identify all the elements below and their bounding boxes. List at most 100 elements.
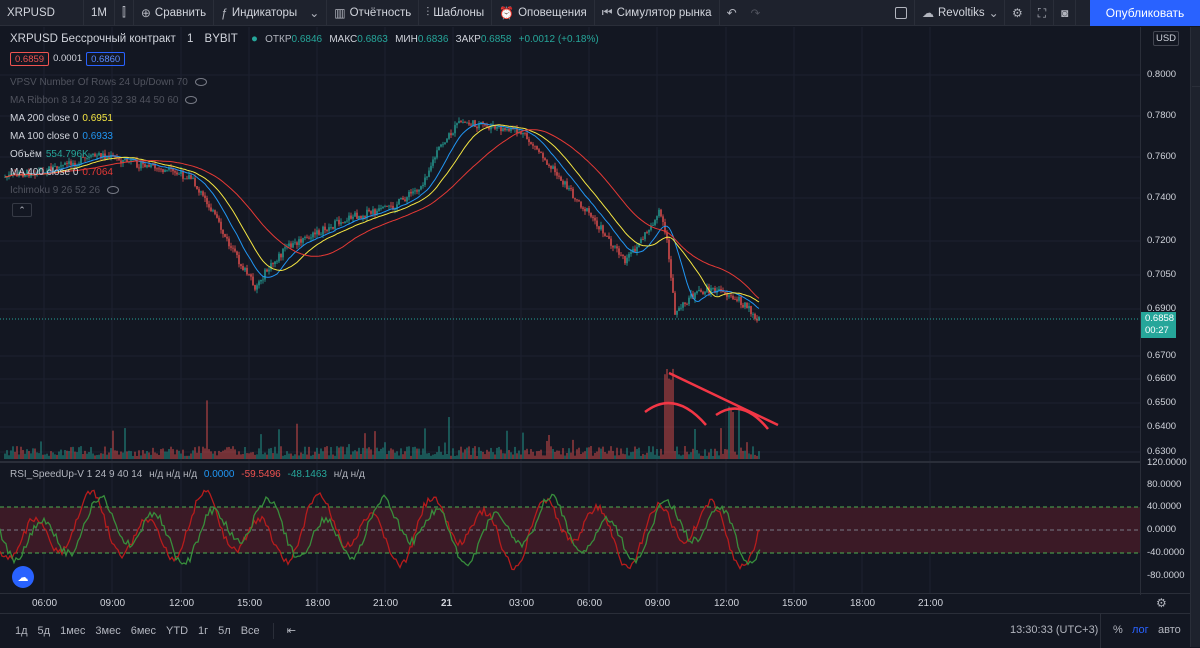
- candle-body: [680, 307, 682, 309]
- volume-bar: [654, 454, 656, 459]
- volume-bar: [424, 428, 426, 459]
- volume-bar: [104, 446, 106, 459]
- range-button[interactable]: Все: [240, 624, 260, 637]
- volume-bar: [598, 447, 600, 459]
- candle-body: [14, 172, 16, 175]
- candle-body: [678, 308, 680, 311]
- candle-body: [138, 167, 140, 169]
- logo-icon[interactable]: ☁: [12, 566, 34, 588]
- candle-body: [586, 208, 588, 212]
- volume-bar: [166, 451, 168, 459]
- volume-bar: [440, 451, 442, 459]
- clock[interactable]: 13:30:33 (UTC+3): [1010, 624, 1099, 636]
- range-button[interactable]: YTD: [166, 624, 189, 637]
- time-axis[interactable]: 06:00 09:00 12:00 15:00 18:00 21:00 21 03:00 06:…: [0, 593, 1190, 613]
- volume-bar: [404, 451, 406, 459]
- range-button[interactable]: 1г: [198, 624, 209, 637]
- price-chart[interactable]: [0, 27, 1190, 595]
- ichimoku-legend[interactable]: Ichimoku 9 26 52 26: [10, 185, 123, 196]
- layout-toggle-button[interactable]: [888, 0, 915, 26]
- watchlist-tab[interactable]: [1192, 27, 1200, 87]
- snapshot-button[interactable]: ◙: [1054, 0, 1077, 26]
- axis-settings-icon[interactable]: ⚙: [1156, 596, 1167, 610]
- volume-bar: [402, 454, 404, 459]
- rsi-legend[interactable]: RSI_SpeedUp-V 1 24 9 40 14 н/д н/д н/д 0…: [10, 469, 369, 480]
- compare-button[interactable]: ⊕ Сравнить: [134, 0, 215, 26]
- ma100-legend[interactable]: MA 100 close 0 0.6933: [10, 131, 117, 142]
- candle-body: [292, 243, 294, 248]
- candle-body: [538, 149, 540, 153]
- undo-button[interactable]: ↶: [720, 0, 744, 26]
- volume-bar: [208, 449, 210, 459]
- percent-toggle[interactable]: %: [1113, 624, 1123, 636]
- fullscreen-button[interactable]: ⛶: [1031, 0, 1055, 26]
- candle-body: [488, 126, 490, 130]
- publish-button[interactable]: Опубликовать: [1090, 0, 1200, 26]
- buy-price[interactable]: 0.6860: [86, 52, 126, 66]
- indicators-button[interactable]: ƒ Индикаторы ⌄: [214, 0, 328, 26]
- candle-body: [384, 206, 386, 207]
- rsi-value-3: -48.1463: [287, 469, 327, 480]
- candle-body: [392, 205, 394, 210]
- alerts-button[interactable]: ⏰ Оповещения: [492, 0, 595, 26]
- sell-price[interactable]: 0.6859: [10, 52, 50, 66]
- settings-button[interactable]: ⚙: [1005, 0, 1031, 26]
- volume-legend[interactable]: Объём 554.796K: [10, 149, 93, 160]
- ribbon-legend[interactable]: MA Ribbon 8 14 20 26 32 38 44 50 60: [10, 95, 201, 106]
- replay-label: Симулятор рынка: [616, 6, 712, 19]
- candle-body: [638, 243, 640, 247]
- log-toggle[interactable]: лог: [1132, 624, 1149, 636]
- hidden-eye-icon[interactable]: [194, 78, 207, 87]
- auto-toggle[interactable]: авто: [1158, 624, 1181, 636]
- candle-body: [596, 220, 598, 227]
- volume-bar: [44, 454, 46, 459]
- currency-button[interactable]: USD: [1153, 31, 1179, 46]
- volume-bar: [134, 451, 136, 459]
- symbol-search[interactable]: XRPUSD: [0, 0, 84, 26]
- replay-button[interactable]: ⏮ Симулятор рынка: [595, 0, 720, 26]
- collapse-legend-button[interactable]: ⌃: [12, 203, 32, 217]
- layout-name-button[interactable]: ☁ Revoltiks ⌄: [915, 0, 1005, 26]
- financials-button[interactable]: ▥ Отчётность: [327, 0, 420, 26]
- volume-bar: [6, 450, 8, 459]
- redo-button[interactable]: ↷: [744, 0, 768, 26]
- ma200-legend[interactable]: MA 200 close 0 0.6951: [10, 113, 117, 124]
- ma400-legend[interactable]: MA 400 close 0 0.7064: [10, 167, 117, 178]
- volume-bar: [622, 453, 624, 459]
- vpsv-legend[interactable]: VPSV Number Of Rows 24 Up/Down 70: [10, 77, 211, 88]
- range-button[interactable]: 6мес: [130, 624, 157, 637]
- candle-body: [274, 261, 276, 265]
- candle-body: [578, 200, 580, 202]
- moving-averages: [4, 123, 760, 309]
- candle-body: [70, 161, 72, 166]
- interval-label: 1М: [91, 6, 107, 19]
- open-value: 0.6846: [291, 34, 323, 45]
- volume-bar: [102, 453, 104, 459]
- candle-body: [86, 158, 88, 159]
- range-button[interactable]: 1д: [15, 624, 28, 637]
- templates-button[interactable]: ⫶ Шаблоны: [419, 0, 493, 26]
- range-button[interactable]: 5л: [218, 624, 231, 637]
- volume-bar: [454, 455, 456, 459]
- range-button[interactable]: 5д: [37, 624, 51, 637]
- volume-bar: [620, 448, 622, 459]
- candle-body: [440, 144, 442, 147]
- volume-bar: [396, 451, 398, 459]
- interval-button[interactable]: 1М: [84, 0, 115, 26]
- goto-date-button[interactable]: ⇤: [282, 624, 301, 637]
- range-button[interactable]: 1мес: [60, 624, 86, 637]
- candle-body: [234, 248, 236, 252]
- chart-type-button[interactable]: ⫿: [115, 0, 134, 26]
- price-axis[interactable]: USD 0.8000 0.7800 0.7600 0.7400 0.7200 0.7050…: [1140, 27, 1190, 595]
- candle-body: [146, 164, 148, 168]
- candle-body: [412, 191, 414, 194]
- range-button[interactable]: 3мес: [95, 624, 121, 637]
- volume-bar: [358, 447, 360, 459]
- volume-bar: [458, 450, 460, 459]
- hidden-eye-icon[interactable]: [107, 186, 120, 195]
- price-tick: 0.7600: [1147, 151, 1177, 162]
- volume-bar: [176, 449, 178, 459]
- hidden-eye-icon[interactable]: [185, 96, 198, 105]
- change-value: +0.0012 (+0.18%): [518, 34, 599, 45]
- rsi-tick: 80.0000: [1147, 479, 1182, 490]
